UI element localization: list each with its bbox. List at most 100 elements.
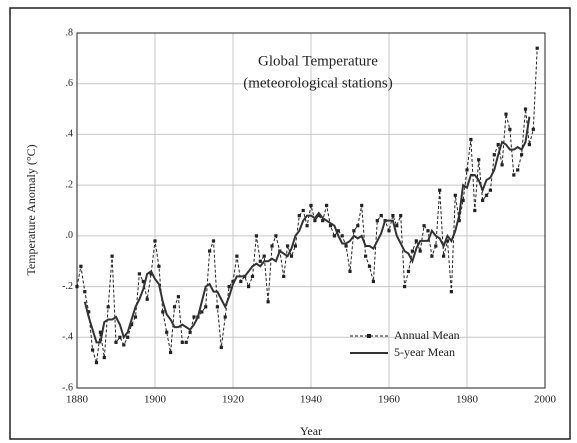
point xyxy=(348,269,352,273)
x-tick-label: 1920 xyxy=(222,394,245,406)
point xyxy=(484,193,489,197)
point xyxy=(325,203,329,208)
point xyxy=(219,345,223,350)
point xyxy=(438,188,442,192)
point xyxy=(535,46,539,50)
point xyxy=(442,254,446,258)
x-tick-label: 2000 xyxy=(534,394,557,406)
x-tick-label: 1940 xyxy=(300,394,323,406)
point xyxy=(418,249,422,253)
point xyxy=(321,219,325,223)
point xyxy=(500,163,504,167)
point xyxy=(169,350,173,355)
point xyxy=(79,264,83,268)
point xyxy=(153,239,157,243)
point xyxy=(352,229,356,233)
point xyxy=(496,142,500,147)
x-tick-label: 1960 xyxy=(378,394,401,406)
point xyxy=(426,229,430,233)
point xyxy=(364,254,368,258)
point xyxy=(430,254,434,258)
point xyxy=(227,284,231,289)
point xyxy=(235,254,239,258)
point xyxy=(239,279,243,284)
point xyxy=(449,290,453,294)
point xyxy=(91,348,95,352)
frame xyxy=(9,7,571,440)
point xyxy=(157,264,161,268)
point xyxy=(367,264,372,268)
x-tick-label: 1900 xyxy=(144,394,167,406)
point xyxy=(215,305,219,309)
series-line xyxy=(83,116,531,344)
point xyxy=(313,219,317,223)
y-tick-label: -.2 xyxy=(62,281,73,292)
point xyxy=(126,335,130,339)
point xyxy=(523,107,528,111)
point xyxy=(110,254,114,258)
y-tick-label: .6 xyxy=(66,78,74,89)
point xyxy=(305,224,309,228)
point xyxy=(403,284,407,289)
point xyxy=(391,213,395,218)
point xyxy=(184,340,188,344)
legend-label: Annual Mean xyxy=(394,328,460,342)
point xyxy=(488,188,492,192)
point xyxy=(208,249,212,253)
point xyxy=(231,279,235,284)
point xyxy=(512,173,516,177)
point xyxy=(188,330,192,334)
point xyxy=(106,305,110,309)
chart-title: Global Temperature xyxy=(258,53,378,69)
point xyxy=(410,249,414,253)
y-tick-label: .8 xyxy=(66,27,74,38)
point xyxy=(133,315,138,319)
point xyxy=(286,244,290,248)
point xyxy=(465,168,469,172)
point xyxy=(516,168,520,172)
point xyxy=(332,234,336,238)
point xyxy=(360,203,364,208)
x-tick-label: 1880 xyxy=(66,394,89,406)
point xyxy=(223,315,227,319)
y-tick-label: .4 xyxy=(66,129,74,140)
point xyxy=(527,142,531,147)
point xyxy=(481,198,485,202)
point xyxy=(293,244,297,248)
point xyxy=(395,224,399,228)
point xyxy=(258,259,262,263)
y-tick-label: .2 xyxy=(66,179,74,190)
point xyxy=(414,239,418,243)
point xyxy=(87,310,91,314)
x-tick-label: 1980 xyxy=(456,394,479,406)
point xyxy=(172,305,177,309)
point xyxy=(180,340,184,344)
point xyxy=(149,272,153,276)
point xyxy=(434,244,438,248)
point xyxy=(406,269,411,273)
point xyxy=(262,254,266,258)
point xyxy=(102,355,106,360)
plot xyxy=(75,46,539,365)
point xyxy=(477,158,481,162)
point xyxy=(328,224,333,228)
point xyxy=(270,244,274,248)
plot-border xyxy=(76,32,546,389)
point xyxy=(250,274,255,279)
x-axis-label: Year xyxy=(300,424,322,438)
point xyxy=(192,315,196,319)
point xyxy=(254,234,258,238)
point xyxy=(520,153,524,157)
point xyxy=(137,272,141,276)
point xyxy=(266,300,270,304)
point xyxy=(165,330,169,334)
point xyxy=(282,274,286,279)
point xyxy=(83,290,87,294)
y-axis-label: Temperature Anomaly (°C) xyxy=(24,144,38,275)
point xyxy=(469,137,473,142)
point xyxy=(340,234,344,238)
point xyxy=(387,229,391,233)
point xyxy=(508,127,512,131)
point xyxy=(422,224,426,228)
point xyxy=(356,224,360,228)
